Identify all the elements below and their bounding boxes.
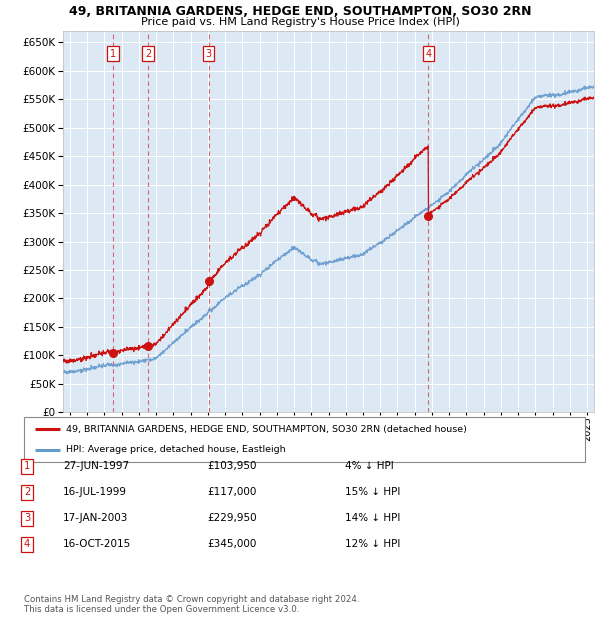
Text: This data is licensed under the Open Government Licence v3.0.: This data is licensed under the Open Gov… — [24, 604, 299, 614]
Text: 4% ↓ HPI: 4% ↓ HPI — [345, 461, 394, 471]
Text: 4: 4 — [425, 49, 431, 59]
Text: 17-JAN-2003: 17-JAN-2003 — [63, 513, 128, 523]
Text: £345,000: £345,000 — [207, 539, 256, 549]
Text: £117,000: £117,000 — [207, 487, 256, 497]
Text: £103,950: £103,950 — [207, 461, 257, 471]
Text: 12% ↓ HPI: 12% ↓ HPI — [345, 539, 400, 549]
Text: 15% ↓ HPI: 15% ↓ HPI — [345, 487, 400, 497]
Text: 2: 2 — [145, 49, 151, 59]
Text: Contains HM Land Registry data © Crown copyright and database right 2024.: Contains HM Land Registry data © Crown c… — [24, 595, 359, 604]
Text: 3: 3 — [24, 513, 30, 523]
FancyBboxPatch shape — [24, 417, 585, 462]
Text: 2: 2 — [24, 487, 30, 497]
Text: 14% ↓ HPI: 14% ↓ HPI — [345, 513, 400, 523]
Text: 1: 1 — [110, 49, 116, 59]
Text: 16-OCT-2015: 16-OCT-2015 — [63, 539, 131, 549]
Text: HPI: Average price, detached house, Eastleigh: HPI: Average price, detached house, East… — [66, 445, 286, 454]
Text: 27-JUN-1997: 27-JUN-1997 — [63, 461, 129, 471]
Text: Price paid vs. HM Land Registry's House Price Index (HPI): Price paid vs. HM Land Registry's House … — [140, 17, 460, 27]
Text: 3: 3 — [205, 49, 212, 59]
Text: 16-JUL-1999: 16-JUL-1999 — [63, 487, 127, 497]
Text: 1: 1 — [24, 461, 30, 471]
Text: 49, BRITANNIA GARDENS, HEDGE END, SOUTHAMPTON, SO30 2RN (detached house): 49, BRITANNIA GARDENS, HEDGE END, SOUTHA… — [66, 425, 467, 434]
Text: 4: 4 — [24, 539, 30, 549]
Text: £229,950: £229,950 — [207, 513, 257, 523]
Text: 49, BRITANNIA GARDENS, HEDGE END, SOUTHAMPTON, SO30 2RN: 49, BRITANNIA GARDENS, HEDGE END, SOUTHA… — [69, 5, 531, 18]
